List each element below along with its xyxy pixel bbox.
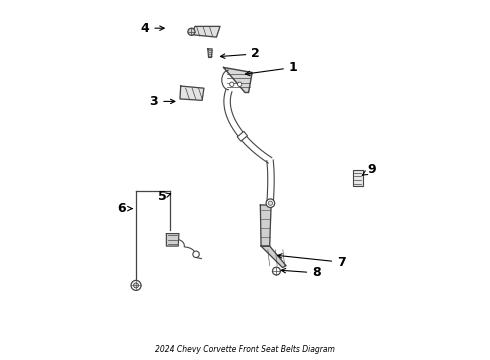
Polygon shape	[260, 205, 271, 246]
Polygon shape	[192, 26, 220, 37]
Polygon shape	[223, 67, 252, 93]
Circle shape	[266, 199, 275, 207]
Text: 4: 4	[141, 22, 164, 35]
Circle shape	[268, 201, 272, 205]
Circle shape	[238, 82, 242, 86]
Bar	[237, 131, 247, 141]
Text: 8: 8	[281, 266, 321, 279]
Circle shape	[230, 82, 234, 86]
Circle shape	[131, 280, 141, 291]
Circle shape	[193, 251, 199, 257]
Text: 9: 9	[362, 163, 376, 176]
Polygon shape	[180, 86, 204, 100]
Text: 6: 6	[118, 202, 132, 215]
Text: 2024 Chevy Corvette Front Seat Belts Diagram: 2024 Chevy Corvette Front Seat Belts Dia…	[155, 345, 335, 354]
Circle shape	[188, 28, 195, 35]
Circle shape	[134, 283, 139, 288]
FancyBboxPatch shape	[352, 170, 363, 186]
Polygon shape	[208, 49, 212, 58]
Text: 1: 1	[245, 61, 297, 76]
Circle shape	[272, 267, 280, 275]
Text: 5: 5	[158, 190, 171, 203]
Text: 7: 7	[277, 254, 346, 269]
Text: 2: 2	[220, 48, 260, 60]
Polygon shape	[261, 246, 286, 267]
Text: 3: 3	[149, 95, 175, 108]
Polygon shape	[167, 234, 179, 246]
